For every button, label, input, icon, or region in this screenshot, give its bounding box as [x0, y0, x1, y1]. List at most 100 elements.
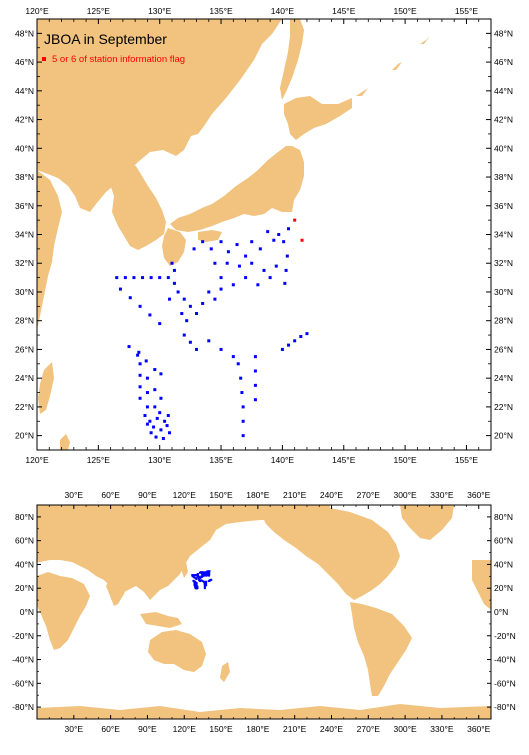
world-station-point	[205, 574, 208, 577]
world-lon-label-bottom: 270°E	[357, 724, 381, 734]
land-eurasia	[37, 505, 330, 600]
world-lon-label-top: 240°E	[320, 490, 344, 500]
station-point	[128, 296, 132, 300]
station-point	[153, 388, 157, 392]
station-point	[244, 276, 248, 280]
station-point	[241, 405, 245, 409]
station-point	[253, 383, 257, 387]
station-point	[153, 405, 157, 409]
station-point	[148, 419, 152, 423]
station-point	[282, 240, 286, 244]
lon-tick-label-bottom: 135°E	[209, 455, 233, 465]
legend-label: 5 or 6 of station information flag	[52, 54, 185, 65]
lon-tick-label-bottom: 145°E	[332, 455, 356, 465]
station-point	[253, 398, 257, 402]
lon-tick-label-top: 150°E	[393, 6, 417, 16]
lat-tick-label-left: 40°N	[15, 143, 34, 153]
lat-tick-label-right: 34°N	[494, 230, 513, 240]
lat-tick-label-right: 42°N	[494, 115, 513, 125]
world-lat-label-left: -60°N	[12, 678, 34, 688]
station-point	[132, 276, 136, 280]
station-point	[266, 230, 270, 234]
world-station-point	[208, 570, 211, 573]
station-point	[145, 376, 149, 380]
station-point	[188, 340, 192, 344]
world-lon-label-top: 330°E	[430, 490, 454, 500]
station-point	[158, 276, 162, 280]
land-north-america	[262, 506, 400, 600]
world-station-point	[202, 574, 205, 577]
station-point	[219, 347, 223, 351]
station-point	[138, 304, 142, 308]
station-point	[152, 425, 156, 429]
lat-tick-label-left: 46°N	[15, 57, 34, 67]
world-lon-label-top: 150°E	[209, 490, 233, 500]
lat-tick-label-left: 38°N	[15, 172, 34, 182]
world-station-point	[201, 574, 204, 577]
lon-tick-label-bottom: 150°E	[393, 455, 417, 465]
station-point	[192, 247, 196, 251]
world-station-point	[203, 586, 206, 589]
lon-tick-label-bottom: 140°E	[271, 455, 295, 465]
land-japan-small	[180, 562, 188, 578]
world-lon-label-bottom: 210°E	[283, 724, 307, 734]
world-station-point	[195, 584, 198, 587]
world-lon-label-bottom: 30°E	[65, 724, 84, 734]
land-taiwan	[38, 362, 54, 414]
land-honshu	[170, 146, 304, 232]
lon-tick-label-bottom: 130°E	[148, 455, 172, 465]
station-point	[235, 243, 239, 247]
lon-tick-label-top: 120°E	[25, 6, 49, 16]
world-lon-label-top: 210°E	[283, 490, 307, 500]
station-point	[155, 416, 159, 420]
world-lat-label-right: 60°N	[494, 536, 513, 546]
station-point	[262, 268, 266, 272]
station-point	[145, 422, 149, 426]
station-point	[250, 261, 254, 265]
station-point	[274, 264, 278, 268]
land-shikoku	[198, 230, 222, 242]
station-point	[239, 376, 243, 380]
world-station-point	[201, 572, 204, 575]
world-lon-label-bottom: 180°E	[246, 724, 270, 734]
station-point	[277, 233, 281, 236]
world-station-point	[210, 578, 213, 581]
station-point	[185, 319, 189, 323]
world-station-point	[203, 587, 206, 590]
station-point	[138, 362, 142, 366]
station-point	[195, 347, 199, 351]
world-lat-label-left: -20°N	[12, 631, 34, 641]
world-station-point	[204, 574, 207, 577]
world-lat-label-right: -40°N	[494, 655, 516, 665]
world-station-point	[199, 580, 202, 583]
station-point	[144, 359, 148, 363]
world-lat-label-left: -80°N	[12, 702, 34, 712]
world-station-point	[206, 574, 209, 577]
lat-tick-label-right: 38°N	[494, 172, 513, 182]
station-point	[188, 304, 192, 308]
world-lon-label-bottom: 240°E	[320, 724, 344, 734]
station-point	[250, 240, 254, 244]
land-australia	[148, 630, 206, 672]
station-point	[236, 362, 240, 366]
world-station-point	[204, 572, 207, 575]
world-station-point	[205, 581, 208, 584]
regional-map-land	[37, 19, 430, 450]
station-point	[182, 297, 186, 301]
station-point	[172, 268, 176, 272]
world-lon-label-top: 120°E	[173, 490, 197, 500]
world-lat-label-right: -60°N	[494, 678, 516, 688]
lat-tick-label-right: 26°N	[494, 344, 513, 354]
world-station-point	[202, 572, 205, 575]
world-station-point	[196, 573, 199, 576]
station-point	[219, 240, 223, 244]
lat-tick-label-left: 28°N	[15, 316, 34, 326]
world-station-point	[201, 580, 204, 583]
station-point	[207, 290, 211, 294]
land-africa-wrap	[472, 560, 491, 610]
land-korea	[110, 162, 166, 250]
station-point	[145, 405, 149, 409]
lat-tick-label-right: 20°N	[494, 431, 513, 441]
world-lat-label-left: 80°N	[15, 512, 34, 522]
